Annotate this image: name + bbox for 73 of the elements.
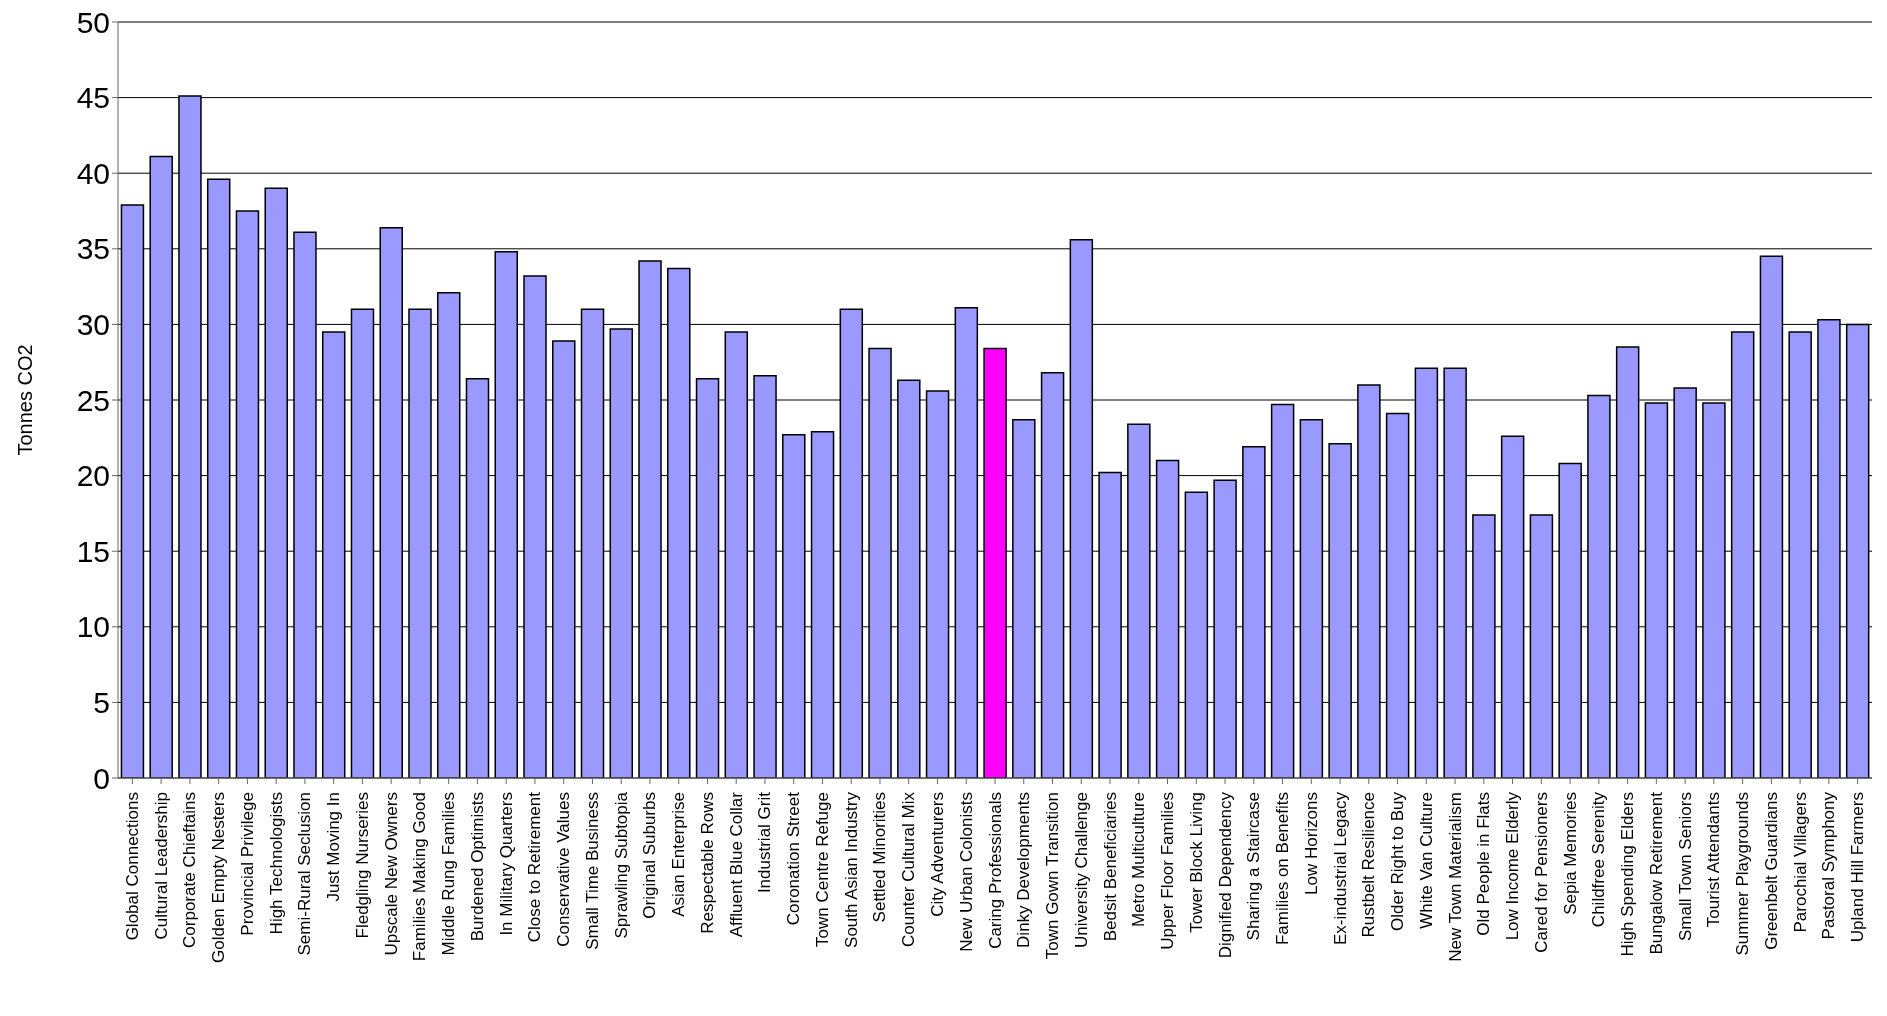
x-tick-label: Town Centre Refuge	[812, 792, 832, 947]
x-tick-label: South Asian Industry	[841, 791, 861, 948]
x-tick-label: Upscale New Owners	[381, 792, 401, 956]
x-tick-label: Tourist Attendants	[1704, 792, 1724, 928]
x-tick-label: Global Connections	[122, 792, 142, 941]
x-tick-label: Counter Cultural Mix	[899, 791, 919, 947]
x-tick-label: Families Making Good	[410, 792, 430, 962]
y-tick-label: 25	[76, 383, 110, 417]
x-tick-label: Caring Professionals	[985, 792, 1005, 949]
x-tick-label: Burdened Optimists	[467, 792, 487, 942]
x-tick-label: Childfree Serenity	[1589, 791, 1609, 928]
x-tick-label: Affluent Blue Collar	[726, 791, 746, 938]
x-tick-label: Bedsit Beneficiaries	[1100, 792, 1120, 942]
x-tick-label: Golden Empty Nesters	[209, 792, 229, 964]
x-tick-label: Old People in Flats	[1474, 792, 1494, 936]
y-tick-label: 30	[76, 308, 110, 342]
x-tick-label: Cared for Pensioners	[1531, 792, 1551, 953]
x-tick-label: Industrial Grit	[755, 791, 775, 894]
x-tick-label: Sprawling Subtopia	[611, 791, 631, 939]
x-tick-label: Ex-industrial Legacy	[1330, 791, 1350, 946]
x-tick-label: Coronation Street	[784, 791, 804, 926]
x-tick-label: Small Town Seniors	[1675, 792, 1695, 941]
x-tick-label: Corporate Chieftains	[180, 792, 200, 948]
y-tick-label: 50	[76, 5, 110, 39]
x-tick-label: New Urban Colonists	[956, 792, 976, 952]
x-tick-label: White Van Culture	[1416, 792, 1436, 929]
y-tick-label: 35	[76, 232, 110, 266]
x-tick-label: Bungalow Retirement	[1646, 791, 1666, 955]
x-tick-label: Tower Block Living	[1186, 792, 1206, 933]
y-tick-label: 20	[76, 459, 110, 493]
x-tick-label: Upper Floor Families	[1158, 792, 1178, 950]
y-tick-label: 45	[76, 81, 110, 115]
x-tick-label: Rustbelt Resilience	[1359, 792, 1379, 938]
x-tick-label: Middle Rung Families	[439, 792, 459, 956]
x-tick-label: Small Time Business	[582, 792, 602, 950]
x-tick-label: Summer Playgrounds	[1733, 792, 1753, 956]
x-tick-label: Fledgling Nurseries	[352, 792, 372, 939]
x-tick-label: Older Right to Buy	[1388, 791, 1408, 931]
x-tick-label: Respectable Rows	[697, 792, 717, 934]
x-tick-label: Upland Hill Farmers	[1848, 792, 1868, 943]
x-tick-label: Semi-Rural Seclusion	[295, 792, 315, 956]
x-tick-label: Low Income Elderly	[1503, 791, 1523, 941]
y-tick-label: 5	[93, 686, 110, 720]
x-tick-label: Close to Retirement	[525, 791, 545, 943]
x-tick-label: Just Moving In	[324, 792, 344, 902]
x-tick-label: Low Horizons	[1301, 792, 1321, 895]
x-tick-label: Settled Minorities	[870, 792, 890, 923]
x-tick-label: City Adventurers	[927, 792, 947, 917]
x-tick-label: University Challenge	[1071, 792, 1091, 948]
x-tick-label: Provincial Privilege	[237, 792, 257, 936]
x-tick-label: Metro Multiculture	[1129, 792, 1149, 928]
y-axis-title: Tonnes CO2	[14, 344, 37, 456]
x-tick-label: Conservative Values	[554, 792, 574, 947]
x-tick-label: High Technologists	[266, 792, 286, 935]
y-tick-label: 15	[76, 534, 110, 568]
x-tick-label: Town Gown Transition	[1043, 792, 1063, 960]
x-tick-label: Cultural Leadership	[151, 792, 171, 940]
x-tick-label: In Military Quarters	[496, 792, 516, 936]
x-tick-label: New Town Materialism	[1445, 792, 1465, 962]
y-tick-label: 40	[76, 156, 110, 190]
x-tick-label: Families on Benefits	[1273, 792, 1293, 946]
y-tick-label: 0	[93, 761, 110, 795]
x-tick-label: Asian Enterprise	[669, 792, 689, 917]
x-tick-label: Sepia Memories	[1560, 792, 1580, 915]
x-tick-label: High Spending Elders	[1618, 792, 1638, 957]
x-tick-label: Dignified Dependency	[1215, 791, 1235, 959]
x-tick-label: Original Suburbs	[640, 792, 660, 919]
x-tick-label: Sharing a Staircase	[1244, 792, 1264, 941]
x-tick-label: Pastoral Symphony	[1819, 791, 1839, 940]
x-tick-label: Greenbelt Guardians	[1761, 792, 1781, 950]
x-tick-label: Dinky Developments	[1014, 792, 1034, 948]
x-tick-label: Parochial Villagers	[1790, 792, 1810, 933]
y-tick-label: 10	[76, 610, 110, 644]
